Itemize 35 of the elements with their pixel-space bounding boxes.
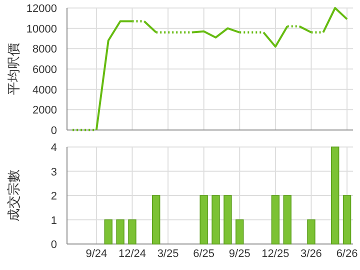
x-tick-label: 9/24 (86, 248, 108, 260)
y-tick-label: 0 (50, 125, 57, 137)
y-tick-label: 6000 (32, 64, 57, 76)
bar (236, 219, 244, 244)
bar (116, 219, 124, 244)
y-axis-title: 成交宗數 (6, 170, 21, 222)
x-tick-label: 12/25 (262, 248, 290, 260)
bar (152, 195, 160, 244)
x-tick-label: 6/26 (336, 248, 358, 260)
y-tick-label: 2 (50, 190, 57, 202)
y-tick-label: 8000 (32, 44, 57, 56)
x-tick-label: 6/25 (193, 248, 215, 260)
x-tick-label: 3/25 (157, 248, 179, 260)
bar (104, 219, 112, 244)
y-tick-label: 4000 (32, 84, 57, 96)
y-axis-title: 平均呎價 (6, 43, 21, 95)
x-tick-label: 12/24 (118, 248, 146, 260)
y-tick-label: 12000 (26, 3, 57, 15)
y-tick-label: 10000 (26, 23, 57, 36)
bar (224, 195, 232, 244)
bar (128, 219, 136, 244)
bar (331, 146, 340, 244)
bar (200, 195, 208, 244)
y-tick-label: 3 (50, 166, 57, 178)
bar (271, 195, 280, 244)
y-tick-label: 2000 (32, 104, 57, 117)
bar (212, 195, 220, 244)
x-tick-label: 3/26 (300, 248, 322, 260)
y-tick-label: 0 (50, 239, 57, 251)
bar (307, 219, 316, 244)
x-tick-label: 9/25 (228, 248, 250, 260)
y-tick-label: 1 (50, 214, 57, 227)
y-tick-label: 4 (50, 142, 57, 154)
bar (342, 195, 352, 244)
bar (283, 195, 292, 244)
